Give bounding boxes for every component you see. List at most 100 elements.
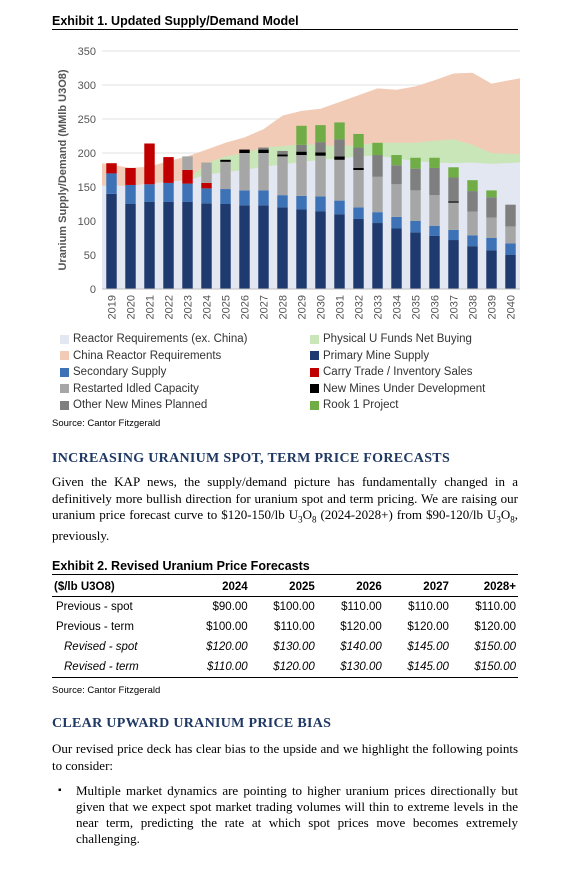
row-label: Revised - spot [64,641,138,653]
column-header: 2024 [182,579,250,597]
bar-secondary-supply [391,216,402,229]
bar-restarted-idled-capacity [353,170,364,208]
column-header: ($/lb U3O8) [52,579,183,597]
y-tick-label: 50 [84,250,96,262]
bar-secondary-supply [239,190,250,206]
bar-carry-trade-inventory-sales [201,182,212,189]
x-tick-label: 2035 [411,295,423,319]
bar-restarted-idled-capacity [239,153,250,191]
bar-secondary-supply [144,184,155,202]
bar-carry-trade-inventory-sales [163,157,174,183]
x-tick-label: 2019 [107,295,119,319]
y-tick-label: 150 [78,182,96,194]
x-tick-label: 2036 [430,295,442,319]
bar-secondary-supply [505,243,516,255]
legend-swatch [60,400,69,410]
bar-restarted-idled-capacity [277,156,288,196]
bar-rook-1-project [296,125,307,145]
table-cell: $120.00 [206,641,248,653]
bar-new-mines-under-development [239,149,250,153]
bar-primary-mine-supply [125,204,136,289]
legend-label: Physical U Funds Net Buying [323,333,472,345]
y-tick-label: 0 [90,284,96,296]
legend-swatch [310,367,319,377]
exhibit2-source: Source: Cantor Fitzgerald [52,685,161,696]
x-tick-label: 2040 [506,295,518,319]
bar-secondary-supply [486,238,497,251]
bar-rook-1-project [315,125,326,143]
legend-item: New Mines Under Development [310,383,485,395]
bar-restarted-idled-capacity [410,190,421,221]
legend-label: Secondary Supply [73,366,167,378]
bar-primary-mine-supply [315,211,326,289]
table-cell: $130.00 [273,641,315,653]
legend-item: Restarted Idled Capacity [60,383,199,395]
bar-restarted-idled-capacity [258,153,269,191]
x-tick-label: 2038 [468,295,480,319]
bar-other-new-mines-planned [467,191,478,212]
bar-restarted-idled-capacity [220,161,231,190]
table-cell: $90.00 [212,601,248,613]
table-cell: $120.00 [474,621,516,633]
bar-new-mines-under-development [448,201,459,203]
x-tick-label: 2025 [221,295,233,319]
table-cell: $145.00 [383,657,451,678]
table-header-row: ($/lb U3O8) 2024 2025 2026 2027 2028+ [52,579,518,597]
bar-restarted-idled-capacity [486,217,497,238]
bar-secondary-supply [467,235,478,247]
bullet-item: ▪ Multiple market dynamics are pointing … [58,783,518,847]
legend-item: Reactor Requirements (ex. China) [60,333,248,345]
bar-secondary-supply [258,190,269,206]
legend-label: Restarted Idled Capacity [73,382,199,395]
legend-item: Primary Mine Supply [310,350,429,362]
bar-rook-1-project [410,157,421,169]
y-tick-label: 250 [78,114,96,126]
bar-primary-mine-supply [467,246,478,289]
legend-swatch [310,384,319,393]
bar-primary-mine-supply [106,193,117,289]
bar-other-new-mines-planned [334,139,345,157]
legend-swatch [310,334,319,344]
table-cell: $100.00 [206,621,248,633]
bar-primary-mine-supply [429,235,440,289]
bar-carry-trade-inventory-sales [125,167,136,185]
bar-rook-1-project [391,155,402,166]
exhibit1-title: Exhibit 1. Updated Supply/Demand Model [52,14,518,30]
bar-other-new-mines-planned [505,204,516,227]
legend-swatch [60,334,69,344]
legend-swatch [60,351,69,360]
bar-other-new-mines-planned [448,177,459,202]
bar-restarted-idled-capacity [182,156,193,170]
x-tick-label: 2032 [354,295,366,319]
table-cell: $145.00 [407,641,449,653]
section2-intro: Our revised price deck has clear bias to… [52,741,518,773]
bar-secondary-supply [334,200,345,215]
legend-item: Rook 1 Project [310,399,398,411]
bar-primary-mine-supply [239,205,250,289]
bullet-text: Multiple market dynamics are pointing to… [76,783,518,846]
bar-primary-mine-supply [201,203,212,289]
legend-label: Primary Mine Supply [323,349,430,362]
table-cell: $110.00 [341,601,382,613]
bar-new-mines-under-development [315,152,326,156]
column-header: 2026 [316,579,384,597]
bar-primary-mine-supply [144,201,155,289]
column-header: 2025 [249,579,317,597]
table-cell: $150.00 [450,657,518,678]
bar-secondary-supply [315,196,326,212]
bar-primary-mine-supply [505,255,516,289]
bar-secondary-supply [201,188,212,204]
exhibit2-title: Exhibit 2. Revised Uranium Price Forecas… [52,559,518,575]
bar-restarted-idled-capacity [391,184,402,217]
price-forecast-table: ($/lb U3O8) 2024 2025 2026 2027 2028+ Pr… [52,579,518,678]
bar-rook-1-project [448,167,459,178]
bar-restarted-idled-capacity [296,155,307,196]
table-cell: $110.00 [408,601,449,613]
bar-restarted-idled-capacity [505,226,516,244]
bar-secondary-supply [429,225,440,236]
bar-new-mines-under-development [277,154,288,157]
bar-secondary-supply [372,212,383,224]
bar-other-new-mines-planned [486,197,497,218]
bar-other-new-mines-planned [410,168,421,191]
table-cell: $130.00 [316,657,384,678]
